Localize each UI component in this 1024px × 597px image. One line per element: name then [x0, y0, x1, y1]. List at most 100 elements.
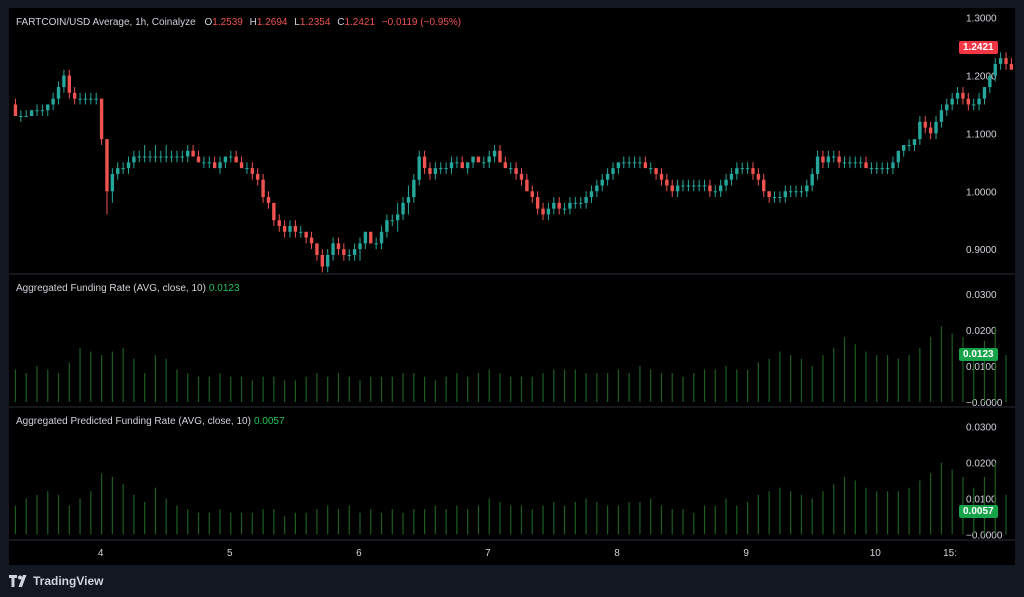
candle-body	[961, 92, 965, 99]
candle-body	[19, 116, 23, 118]
candle-body	[525, 179, 529, 192]
candle-body	[708, 185, 712, 192]
candle-body	[35, 110, 39, 112]
candle-body	[858, 162, 863, 164]
candle-body	[56, 87, 61, 99]
candle-body	[654, 168, 658, 174]
candle-body	[347, 254, 351, 256]
candle-body	[902, 144, 906, 151]
candle-body	[218, 162, 222, 169]
main-legend: FARTCOIN/USD Average, 1h, Coinalyze O1.2…	[16, 17, 461, 28]
open-label: O	[204, 17, 213, 28]
predicted-title: Aggregated Predicted Funding Rate (AVG, …	[16, 416, 251, 427]
candle-body	[579, 202, 583, 204]
candle-body	[832, 156, 836, 158]
candle-body	[885, 168, 890, 170]
candle-body	[702, 185, 707, 187]
candle-body	[568, 202, 572, 209]
candle-body	[212, 162, 217, 169]
candle-body	[261, 179, 265, 198]
candle-body	[772, 197, 777, 199]
time-axis-tick: 7	[485, 548, 491, 559]
chart-canvas[interactable]: 1.3000 1.2000 1.1000 1.0000 0.9000 0.0300 0.02…	[9, 8, 1015, 565]
candle-body	[137, 156, 141, 158]
candle-body	[745, 168, 750, 170]
candle-body	[202, 162, 206, 164]
candle-body	[670, 185, 674, 192]
candle-body	[401, 202, 405, 215]
candle-body	[923, 121, 927, 128]
high-label: H	[249, 17, 257, 28]
candle-body	[810, 173, 814, 186]
candle-body	[589, 191, 594, 198]
candle-body	[175, 156, 179, 158]
candle-body	[40, 110, 45, 112]
candle-body	[837, 156, 841, 163]
candle-body	[455, 162, 459, 164]
candle-body	[681, 185, 685, 187]
price-axis-tick: 1.3000	[966, 14, 997, 25]
candle-body	[514, 168, 518, 174]
candle-body	[875, 168, 879, 170]
candle-body	[369, 231, 373, 244]
candle-body	[159, 156, 163, 158]
candle-body	[509, 168, 513, 170]
price-axis-tick: 1.2000	[966, 71, 997, 82]
candle-body	[110, 173, 115, 192]
candle-body	[632, 162, 637, 164]
candle-body	[191, 150, 195, 157]
candle-body	[83, 98, 88, 100]
predicted-axis-tick: −0.0000	[966, 530, 1003, 541]
candle-body	[72, 92, 77, 99]
low-label: L	[294, 17, 300, 28]
candle-body	[229, 156, 233, 158]
candle-body	[105, 139, 109, 192]
price-axis-tick: 0.9000	[966, 245, 997, 256]
funding-last-tag: 0.0123	[959, 348, 998, 361]
candle-body	[573, 202, 578, 204]
time-axis-tick: 4	[98, 548, 104, 559]
candle-body	[282, 226, 287, 232]
candle-body	[180, 156, 185, 158]
candle-body	[815, 156, 820, 174]
candle-body	[266, 197, 271, 203]
high-value: 1.2694	[256, 17, 288, 28]
candle-body	[320, 254, 325, 267]
change-value: −0.0119 (−0.95%)	[381, 17, 462, 28]
funding-axis-tick: 0.0100	[966, 362, 997, 373]
candle-body	[826, 156, 831, 163]
close-label: C	[337, 17, 345, 28]
candle-body	[234, 156, 238, 163]
candle-body	[164, 156, 168, 158]
candle-body	[762, 179, 766, 192]
candle-body	[605, 173, 610, 180]
funding-legend: Aggregated Funding Rate (AVG, close, 10)…	[16, 283, 240, 294]
candle-body	[891, 162, 895, 169]
candle-body	[955, 92, 960, 99]
candle-body	[342, 249, 346, 255]
candle-body	[13, 104, 18, 117]
candle-body	[552, 202, 556, 209]
candle-body	[385, 220, 389, 232]
candle-body	[471, 156, 475, 163]
candle-body	[939, 110, 944, 122]
candle-body	[363, 231, 368, 244]
candle-body	[422, 156, 427, 169]
candle-body	[519, 173, 524, 180]
chart-frame[interactable]: 1.3000 1.2000 1.1000 1.0000 0.9000 0.0300 0.02…	[9, 8, 1015, 565]
candle-body	[557, 202, 561, 209]
candle-body	[600, 179, 604, 186]
candle-body	[530, 191, 534, 198]
candle-body	[99, 98, 104, 140]
candle-body	[325, 254, 330, 267]
tradingview-logo-icon	[9, 575, 27, 587]
candle-body	[972, 104, 976, 106]
candle-body	[148, 156, 152, 158]
candle-body	[223, 156, 228, 163]
candle-body	[912, 139, 917, 145]
time-axis-tick: 10	[870, 548, 882, 559]
price-axis-tick: 1.1000	[966, 129, 997, 140]
predicted-last-tag: 0.0057	[959, 505, 998, 518]
candle-body	[659, 173, 664, 180]
candle-body	[966, 98, 971, 105]
